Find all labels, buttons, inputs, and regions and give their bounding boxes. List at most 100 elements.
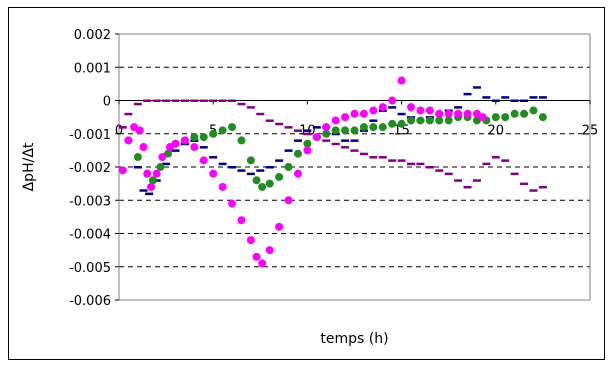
data-point — [463, 185, 472, 189]
data-point — [162, 99, 171, 102]
data-point — [180, 136, 189, 145]
data-point — [359, 123, 368, 132]
y-tick-label: -0.004 — [69, 228, 111, 243]
data-point — [171, 149, 180, 152]
data-point — [228, 199, 237, 208]
data-point — [482, 96, 491, 99]
data-point — [491, 156, 500, 159]
y-tick-label: -0.006 — [69, 294, 111, 309]
data-point — [350, 126, 359, 135]
data-point — [341, 126, 350, 135]
data-point — [246, 156, 255, 165]
data-point — [246, 172, 255, 176]
data-point — [190, 143, 199, 152]
series-layer — [118, 76, 547, 268]
data-point — [369, 119, 378, 122]
data-point — [407, 162, 416, 166]
data-point — [444, 109, 453, 118]
series-3 — [118, 76, 487, 268]
data-point — [209, 129, 218, 138]
data-point — [143, 99, 152, 102]
data-point — [529, 106, 538, 115]
x-tick-label: 15 — [393, 124, 410, 139]
data-point — [152, 169, 161, 178]
data-point — [435, 116, 444, 125]
data-point — [237, 169, 246, 172]
data-point — [407, 103, 416, 112]
data-point — [148, 176, 157, 185]
y-tick-label: 0.002 — [74, 28, 111, 43]
data-point — [416, 162, 425, 166]
y-tick-label: -0.003 — [69, 194, 111, 209]
data-point — [538, 113, 547, 122]
data-point — [199, 99, 208, 102]
series-0 — [118, 99, 547, 192]
data-point — [482, 162, 491, 166]
data-point — [158, 153, 167, 162]
data-point — [228, 99, 237, 102]
data-point — [397, 112, 406, 116]
data-point — [341, 113, 350, 122]
data-point — [416, 116, 425, 125]
data-point — [463, 109, 472, 118]
data-point — [388, 119, 397, 128]
data-point — [252, 176, 261, 185]
data-point — [510, 172, 519, 176]
data-point — [124, 112, 133, 116]
data-point — [275, 122, 284, 126]
data-point — [312, 126, 321, 129]
y-axis-title: ΔpH/Δt — [21, 142, 37, 191]
data-point — [237, 216, 246, 225]
y-tick-label: -0.001 — [69, 128, 111, 143]
data-point — [199, 156, 208, 165]
data-point — [520, 109, 529, 118]
data-point — [209, 99, 218, 102]
data-point — [303, 132, 312, 136]
grid-layer — [119, 66, 590, 268]
data-point — [218, 182, 227, 191]
data-point — [275, 159, 284, 162]
data-point — [478, 113, 487, 122]
data-point — [472, 179, 481, 182]
data-point — [435, 169, 444, 172]
data-point — [145, 192, 154, 196]
data-point — [237, 136, 246, 145]
data-point — [228, 166, 237, 169]
data-point — [388, 106, 397, 109]
data-point — [322, 129, 331, 138]
data-point — [520, 99, 529, 102]
data-point — [133, 153, 142, 162]
data-point — [293, 129, 302, 132]
data-point — [275, 222, 284, 231]
data-point — [162, 162, 171, 166]
data-point — [246, 236, 255, 245]
chart-frame — [8, 7, 605, 360]
data-point — [397, 76, 406, 85]
data-point — [454, 179, 463, 182]
data-point — [180, 99, 189, 102]
data-point — [293, 139, 302, 142]
data-point — [171, 99, 180, 102]
data-point — [237, 102, 246, 106]
data-point — [284, 196, 293, 205]
data-point — [124, 136, 133, 145]
data-point — [491, 99, 500, 102]
y-tick-label: 0.001 — [74, 61, 111, 76]
data-point — [435, 109, 444, 118]
data-point — [199, 133, 208, 142]
data-point — [284, 163, 293, 171]
data-point — [284, 149, 293, 152]
data-point — [265, 179, 274, 188]
data-point — [139, 143, 148, 152]
y-tick-label: -0.002 — [69, 161, 111, 176]
data-point — [284, 126, 293, 129]
x-tick-label: 25 — [582, 124, 599, 139]
y-tick-label: 0 — [103, 95, 111, 110]
data-point — [501, 96, 510, 99]
data-point — [190, 99, 199, 102]
data-point — [341, 139, 350, 142]
data-point — [331, 142, 340, 146]
data-point — [293, 169, 302, 178]
data-point — [378, 123, 387, 132]
